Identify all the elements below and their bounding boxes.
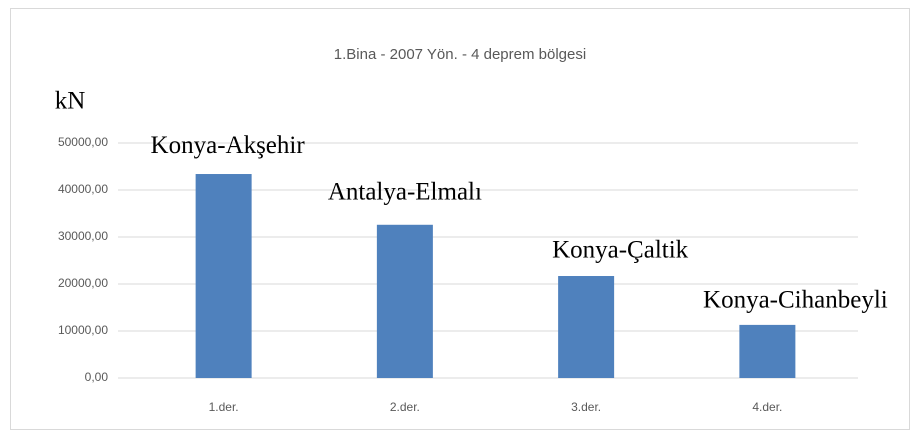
y-tick-label: 30000,00 [58,229,108,243]
x-tick-label: 1.der. [209,400,239,414]
x-tick-label: 2.der. [390,400,420,414]
x-tick-label: 4.der. [752,400,782,414]
y-tick-label: 40000,00 [58,182,108,196]
y-tick-label: 20000,00 [58,276,108,290]
bar [739,324,796,378]
annotation: Konya-Cihanbeyli [703,287,888,314]
annotation: Konya-Akşehir [151,132,306,159]
y-axis-label: kN [55,88,86,115]
bar [558,276,615,378]
chart-title: 1.Bina - 2007 Yön. - 4 deprem bölgesi [334,46,586,63]
annotation: Antalya-Elmalı [328,179,482,206]
annotation: Konya-Çaltik [552,237,689,264]
bar [195,174,252,378]
y-tick-label: 10000,00 [58,323,108,337]
x-tick-label: 3.der. [571,400,601,414]
y-tick-label: 0,00 [85,370,109,384]
y-tick-label: 50000,00 [58,135,108,149]
bar [376,224,433,378]
